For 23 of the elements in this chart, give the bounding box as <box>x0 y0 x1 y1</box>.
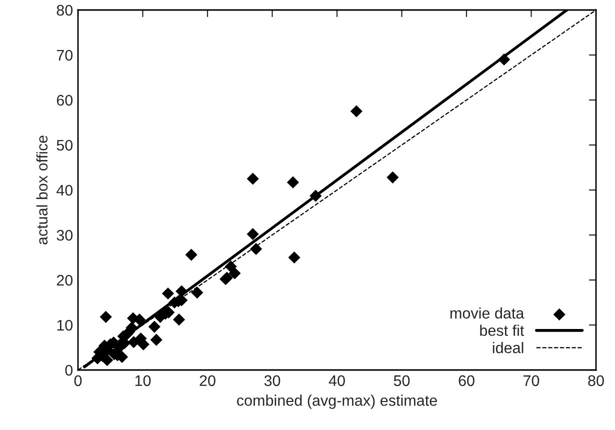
x-tick-label: 80 <box>588 375 604 386</box>
x-tick-label: 50 <box>394 375 410 386</box>
y-tick-label: 20 <box>56 274 73 286</box>
y-tick-label: 30 <box>56 230 73 241</box>
x-tick-label: 60 <box>458 375 474 386</box>
x-axis-title: combined (avg-max) estimate <box>237 394 437 409</box>
x-tick-label: 0 <box>74 375 82 386</box>
x-tick-label: 20 <box>200 375 216 386</box>
y-tick-label: 80 <box>56 4 73 16</box>
x-tick-label: 40 <box>328 375 345 386</box>
y-tick-label: 0 <box>65 364 73 376</box>
y-tick-label: 50 <box>56 140 73 151</box>
y-tick-label: 10 <box>57 320 73 331</box>
x-tick-label: 10 <box>135 375 151 386</box>
legend-label: movie data <box>450 307 524 319</box>
x-tick-label: 30 <box>264 375 280 386</box>
y-tick-label: 40 <box>56 184 73 196</box>
legend-label: best fit <box>480 324 524 336</box>
legend-label: ideal <box>492 342 524 354</box>
y-axis-title: actual box office <box>36 136 48 244</box>
x-tick-label: 70 <box>524 375 540 386</box>
y-tick-label: 60 <box>56 94 73 106</box>
y-tick-label: 70 <box>56 50 73 61</box>
